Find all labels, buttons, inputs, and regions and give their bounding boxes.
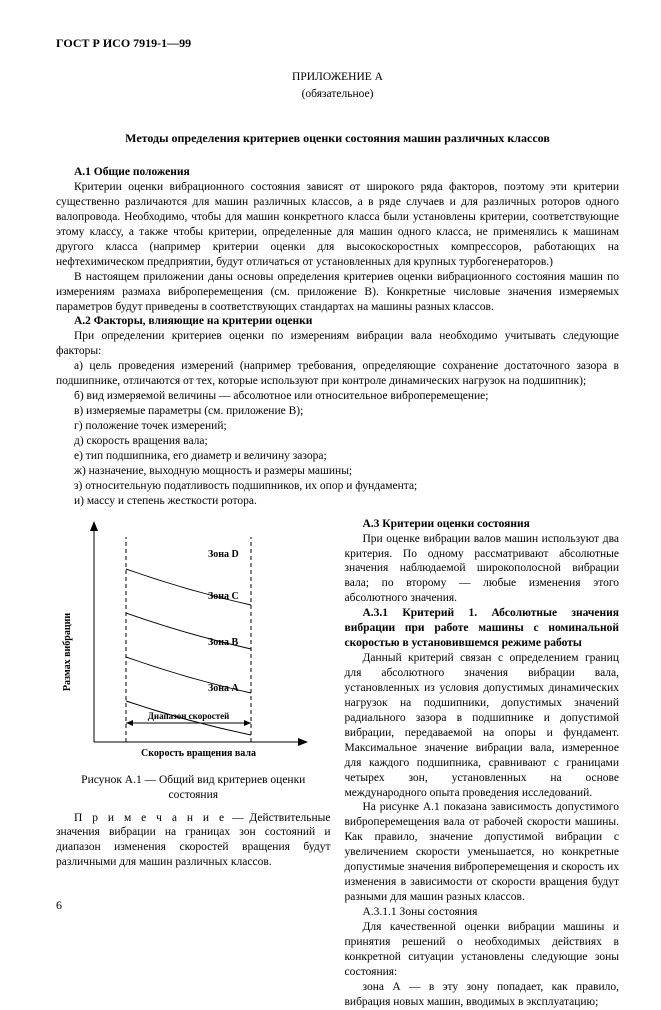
a311-heading: А.3.1.1 Зоны состояния [345, 905, 620, 920]
a311-para-1: Для качественной оценки вибрации машины … [345, 920, 620, 980]
note-prefix: П р и м е ч а н и е [74, 812, 226, 824]
svg-text:Зона В: Зона В [208, 637, 239, 648]
svg-text:Размах вибрации: Размах вибрации [62, 612, 73, 690]
svg-text:Диапазон скоростей: Диапазон скоростей [148, 711, 230, 721]
a2-item: г) положение точек измерений; [56, 419, 619, 434]
a3-para-1: При оценке вибрации валов машин использу… [345, 532, 620, 607]
annex-subtitle: (обязательное) [56, 87, 619, 102]
a2-item: з) относительную податливость подшипнико… [56, 479, 619, 494]
page-number: 6 [56, 898, 62, 914]
figure-note: П р и м е ч а н и е — Действительные зна… [56, 811, 331, 871]
main-heading: Методы определения критериев оценки сост… [56, 131, 619, 147]
a2-item: е) тип подшипника, его диаметр и величин… [56, 449, 619, 464]
doc-code: ГОСТ Р ИСО 7919-1—99 [56, 36, 619, 52]
figure-a1: Зона D Зона С Зона В Зона А Диапазон скорост… [56, 517, 331, 765]
a2-item: б) вид измеряемой величины — абсолютное … [56, 389, 619, 404]
svg-text:Зона D: Зона D [208, 549, 239, 560]
a3-heading: А.3 Критерии оценки состояния [345, 517, 620, 532]
a2-item: а) цель проведения измерений (например т… [56, 359, 619, 389]
a2-item: д) скорость вращения вала; [56, 434, 619, 449]
figure-caption: Рисунок А.1 — Общий вид критериев оценки… [56, 773, 331, 803]
a2-heading: А.2 Факторы, влияющие на критерии оценки [56, 314, 619, 329]
annex-title: ПРИЛОЖЕНИЕ А [56, 70, 619, 85]
a1-heading: А.1 Общие положения [56, 165, 619, 180]
a2-item: и) массу и степень жесткости ротора. [56, 494, 619, 509]
a1-para-2: В настоящем приложении даны основы опред… [56, 270, 619, 315]
svg-text:Скорость вращения вала: Скорость вращения вала [141, 748, 256, 759]
a2-item: ж) назначение, выходную мощность и разме… [56, 464, 619, 479]
a2-intro: При определении критериев оценки по изме… [56, 329, 619, 359]
a311-para-2: зона А — в эту зону попадает, как правил… [345, 980, 620, 1010]
a31-para-2: На рисунке А.1 показана зависимость допу… [345, 800, 620, 905]
a31-para-1: Данный критерий связан с определением гр… [345, 651, 620, 800]
a2-item: в) измеряемые параметры (см. приложение … [56, 404, 619, 419]
a1-para-1: Критерии оценки вибрационного состояния … [56, 180, 619, 270]
svg-text:Зона А: Зона А [208, 683, 240, 694]
svg-text:Зона С: Зона С [208, 591, 239, 602]
a31-heading: А.3.1 Критерий 1. Абсолютные значения ви… [345, 606, 620, 651]
